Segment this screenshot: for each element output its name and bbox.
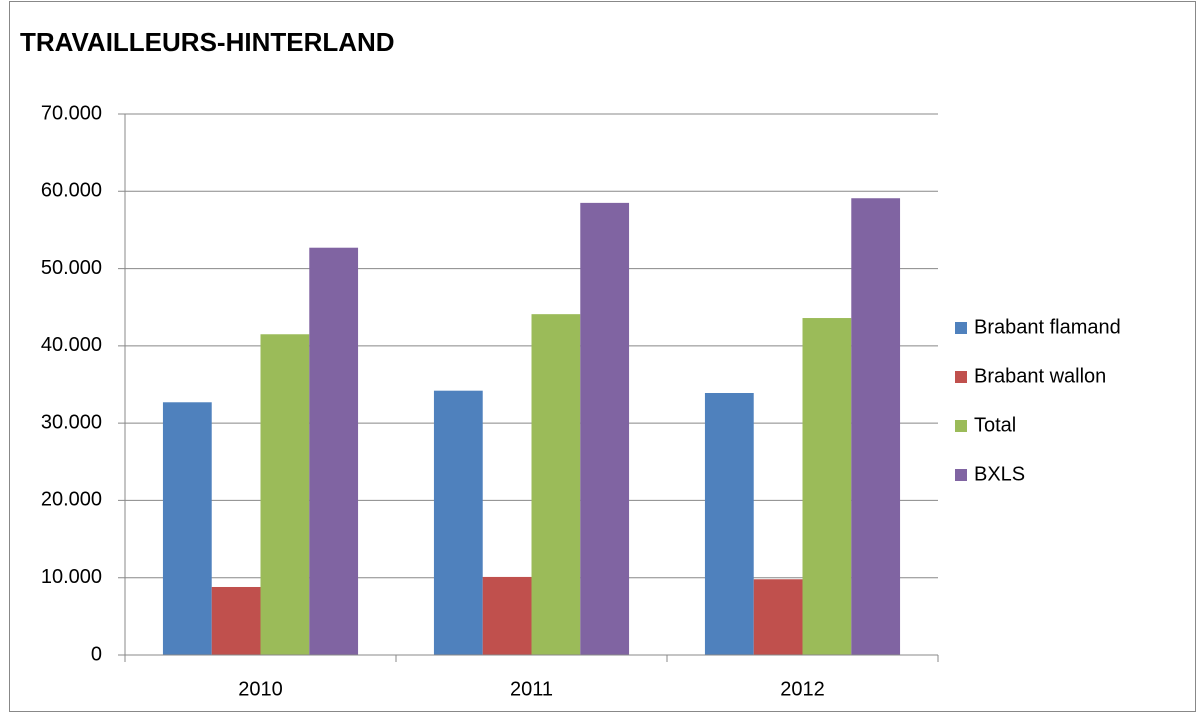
- y-tick-label: 10.000: [41, 566, 102, 588]
- bar: [162, 402, 212, 655]
- x-tick-label: 2012: [780, 678, 825, 700]
- bar: [753, 579, 803, 655]
- bar: [580, 202, 630, 655]
- y-tick-label: 60.000: [41, 180, 102, 202]
- y-tick-label: 40.000: [41, 334, 102, 356]
- legend-label: BXLS: [974, 463, 1025, 485]
- y-tick-label: 20.000: [41, 489, 102, 511]
- bar: [211, 586, 261, 655]
- bar: [704, 393, 754, 655]
- y-tick-label: 30.000: [41, 411, 102, 433]
- x-tick-label: 2010: [238, 678, 283, 700]
- legend-swatch: [955, 322, 967, 334]
- bar: [309, 247, 359, 655]
- legend-swatch: [955, 469, 967, 481]
- legend-label: Total: [974, 414, 1016, 436]
- bar: [260, 334, 310, 655]
- bar: [802, 318, 852, 655]
- x-tick-label: 2011: [510, 678, 553, 700]
- legend-label: Brabant wallon: [974, 365, 1106, 387]
- bar: [531, 314, 581, 655]
- y-tick-label: 0: [91, 643, 102, 665]
- legend-label: Brabant flamand: [974, 316, 1121, 338]
- y-tick-label: 50.000: [41, 257, 102, 279]
- legend-swatch: [955, 420, 967, 432]
- bar: [851, 198, 901, 655]
- bar: [482, 576, 532, 655]
- bar: [433, 390, 483, 655]
- chart-title: TRAVAILLEURS-HINTERLAND: [20, 27, 395, 57]
- y-tick-label: 70.000: [41, 102, 102, 124]
- legend-swatch: [955, 371, 967, 383]
